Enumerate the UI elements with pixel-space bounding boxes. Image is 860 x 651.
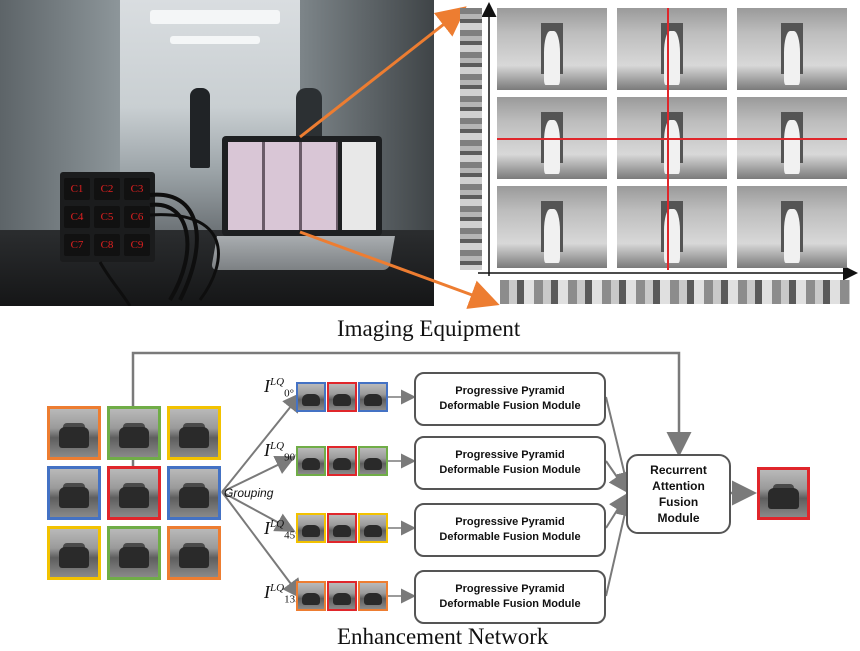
camera-label: C4 (64, 206, 90, 228)
grouping-label: Grouping (224, 486, 274, 500)
imaging-equipment-photo: C1 C2 C3 C4 C5 C6 C7 C8 C9 (0, 0, 434, 306)
input-view-tile (107, 406, 161, 460)
branch-tile (296, 446, 326, 476)
thermal-view (497, 186, 607, 268)
laptop-display (228, 142, 338, 230)
branch-tile (296, 581, 326, 611)
branch-tile (358, 382, 388, 412)
thermal-view (497, 8, 607, 90)
branch-label-0: ILQ0° (264, 376, 294, 400)
module-line: Module (657, 511, 700, 525)
input-view-tile (47, 466, 101, 520)
camera-label: C1 (64, 178, 90, 200)
thermal-view (737, 8, 847, 90)
camera-label: C3 (124, 178, 150, 200)
epipolar-strip-vertical (460, 8, 482, 270)
module-line: Deformable Fusion Module (439, 464, 581, 476)
pyramid-fusion-module-90: Progressive Pyramid Deformable Fusion Mo… (414, 436, 606, 490)
laptop-screen (222, 136, 382, 236)
camera-label: C8 (94, 234, 120, 256)
thermal-view (617, 186, 727, 268)
module-line: Progressive Pyramid (455, 449, 565, 461)
module-line: Fusion (658, 495, 699, 509)
module-line: Progressive Pyramid (455, 516, 565, 528)
red-horizontal-line (497, 138, 847, 140)
pyramid-fusion-module-135: Progressive Pyramid Deformable Fusion Mo… (414, 570, 606, 624)
camera-label: C7 (64, 234, 90, 256)
branch-tile (296, 513, 326, 543)
input-view-tile (47, 526, 101, 580)
module-line: Recurrent (650, 463, 707, 477)
input-view-tile (167, 526, 221, 580)
person-silhouette (190, 88, 210, 168)
pyramid-fusion-module-45: Progressive Pyramid Deformable Fusion Mo… (414, 503, 606, 557)
module-line: Deformable Fusion Module (439, 598, 581, 610)
input-view-tile-center (107, 466, 161, 520)
module-line: Deformable Fusion Module (439, 400, 581, 412)
red-vertical-line (667, 8, 669, 270)
input-view-tile (107, 526, 161, 580)
epipolar-strip-horizontal (500, 280, 850, 304)
camera-label: C2 (94, 178, 120, 200)
recurrent-attention-fusion-module: Recurrent Attention Fusion Module (626, 454, 731, 534)
branch-label-45: ILQ45° (264, 518, 300, 542)
input-view-tile (167, 466, 221, 520)
camera-label: C5 (94, 206, 120, 228)
equipment-arrows (299, 2, 858, 309)
branch-tile (327, 581, 357, 611)
branch-tile (358, 581, 388, 611)
ceiling-light (150, 10, 280, 24)
input-view-tile (47, 406, 101, 460)
output-image-tile (757, 467, 810, 520)
branch-label-90: ILQ90° (264, 440, 300, 464)
branch-tile (327, 382, 357, 412)
branch-tile (327, 513, 357, 543)
branch-tile (296, 382, 326, 412)
module-line: Deformable Fusion Module (439, 531, 581, 543)
camera-label: C9 (124, 234, 150, 256)
input-view-tile (167, 406, 221, 460)
module-line: Progressive Pyramid (455, 583, 565, 595)
cables (98, 192, 220, 306)
thermal-view (617, 8, 727, 90)
module-line: Progressive Pyramid (455, 385, 565, 397)
camera-label: C6 (124, 206, 150, 228)
module-line: Attention (652, 479, 705, 493)
caption-imaging-equipment: Imaging Equipment (337, 316, 521, 341)
laptop-sidebar (342, 142, 376, 230)
ceiling-light (170, 36, 260, 44)
thermal-view (737, 186, 847, 268)
branch-tile (358, 446, 388, 476)
branch-tile (327, 446, 357, 476)
branch-tile (358, 513, 388, 543)
pyramid-fusion-module-0: Progressive Pyramid Deformable Fusion Mo… (414, 372, 606, 426)
caption-enhancement-network: Enhancement Network (337, 624, 549, 649)
